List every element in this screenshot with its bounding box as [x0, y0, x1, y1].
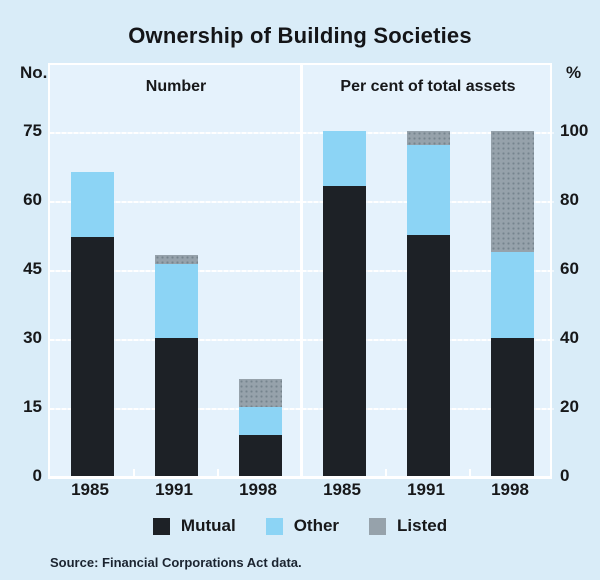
- x-axis-tick: [469, 469, 471, 476]
- legend-label-other: Other: [293, 516, 340, 535]
- legend-item-mutual: Mutual: [152, 516, 236, 536]
- right-axis-tick-100: 100: [560, 121, 589, 140]
- legend-swatch-other: [265, 517, 283, 535]
- bar-segment-%-1985-other: [322, 131, 366, 187]
- gridline-left-60: [50, 201, 302, 203]
- bar-segment-no-1998-mutual: [238, 434, 282, 476]
- category-label-1985: 1985: [71, 480, 109, 499]
- gridline-left-75: [50, 132, 302, 134]
- bar-segment-no-1985-other: [70, 172, 114, 237]
- left-axis-tick-75: 75: [23, 121, 42, 140]
- bar-segment-no-1991-other: [154, 264, 198, 338]
- right-axis-tick-80: 80: [560, 190, 579, 209]
- bar-segment-no-1998-listed: [238, 379, 282, 407]
- legend-label-mutual: Mutual: [180, 516, 236, 535]
- legend-item-other: Other: [265, 516, 340, 536]
- right-axis-tick-60: 60: [560, 259, 579, 278]
- right-axis-tick-40: 40: [560, 328, 579, 347]
- bar-segment-%-1991-listed: [406, 131, 450, 145]
- right-axis-tick-20: 20: [560, 397, 579, 416]
- chart-title: Ownership of Building Societies: [128, 23, 472, 48]
- legend-swatch-mutual: [152, 517, 170, 535]
- left-axis-tick-60: 60: [23, 190, 42, 209]
- x-axis-tick: [133, 469, 135, 476]
- legend-item-listed: Listed: [369, 516, 447, 536]
- category-label-1998: 1998: [239, 480, 277, 499]
- bar-segment-no-1991-listed: [154, 255, 198, 265]
- x-axis-tick: [217, 469, 219, 476]
- bar-segment-%-1998-listed: [490, 131, 534, 252]
- left-axis-unit-label: No.: [20, 63, 48, 82]
- legend-swatch-listed: [369, 517, 387, 535]
- bar-segment-%-1991-mutual: [406, 234, 450, 476]
- plot-area: Number Per cent of total assets: [48, 63, 554, 476]
- bar-segment-%-1998-other: [490, 251, 534, 338]
- panel-title-percent: Per cent of total assets: [340, 78, 516, 95]
- x-axis-tick: [385, 469, 387, 476]
- panel-title-number: Number: [145, 78, 207, 95]
- bar-segment-no-1998-other: [238, 407, 282, 435]
- left-axis-tick-45: 45: [23, 259, 42, 278]
- right-axis-unit-label: %: [566, 63, 582, 82]
- left-axis-tick-0: 0: [32, 466, 42, 485]
- category-label-1998: 1998: [491, 480, 529, 499]
- left-axis-tick-15: 15: [23, 397, 42, 416]
- bar-segment-no-1991-mutual: [154, 338, 198, 476]
- bar-segment-%-1998-mutual: [490, 338, 534, 476]
- category-label-1991: 1991: [155, 480, 193, 499]
- source-note: Source: Financial Corporations Act data.: [50, 555, 302, 570]
- right-axis-tick-0: 0: [560, 466, 570, 485]
- bar-segment-%-1985-mutual: [322, 186, 366, 476]
- bar-segment-no-1985-mutual: [70, 236, 114, 476]
- x-axis-baseline: [48, 476, 552, 479]
- left-axis-tick-30: 30: [23, 328, 42, 347]
- legend: Mutual Other Listed: [0, 516, 600, 536]
- category-label-1985: 1985: [323, 480, 361, 499]
- category-label-1991: 1991: [407, 480, 445, 499]
- bar-segment-%-1991-other: [406, 144, 450, 235]
- legend-label-listed: Listed: [397, 516, 448, 535]
